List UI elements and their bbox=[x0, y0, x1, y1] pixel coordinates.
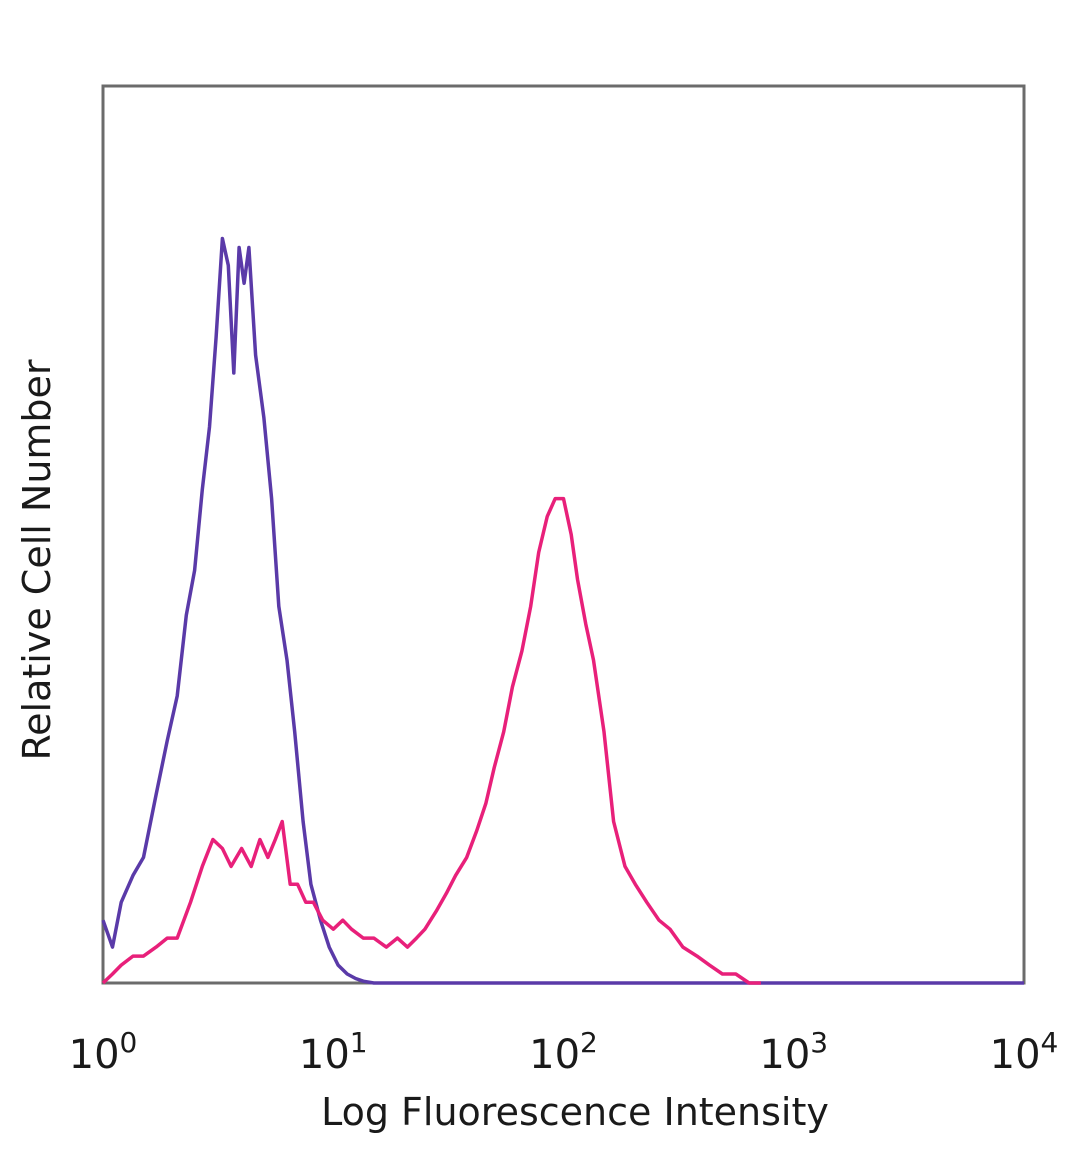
x-tick-label-3: 103 bbox=[759, 1026, 828, 1078]
x-tick-label-2: 102 bbox=[529, 1026, 598, 1078]
x-axis-label: Log Fluorescence Intensity bbox=[321, 1090, 829, 1134]
series-layer bbox=[101, 236, 1024, 985]
x-tick-labels: 100 101 102 103 104 bbox=[69, 1026, 1059, 1078]
series-line-2 bbox=[101, 496, 761, 985]
x-tick-label-1: 101 bbox=[299, 1026, 368, 1078]
plot-frame bbox=[101, 84, 1026, 985]
x-tick-label-0: 100 bbox=[69, 1026, 138, 1078]
y-axis-label: Relative Cell Number bbox=[15, 359, 59, 760]
series-line-1 bbox=[101, 236, 1024, 985]
x-tick-label-4: 104 bbox=[990, 1026, 1059, 1078]
